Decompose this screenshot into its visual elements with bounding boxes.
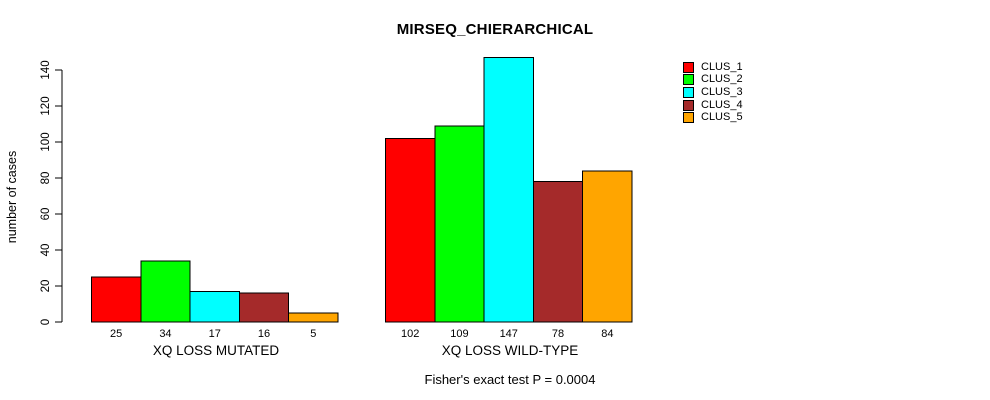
legend: CLUS_1 CLUS_2 CLUS_3 CLUS_4 CLUS_5	[683, 61, 743, 124]
y-axis-tick-label: 60	[40, 208, 52, 221]
legend-item-clus_5: CLUS_5	[683, 111, 743, 124]
x-group-label-wildtype: XQ LOSS WILD-TYPE	[441, 343, 579, 358]
bar-value-label: 78	[552, 328, 564, 340]
legend-item-clus_1: CLUS_1	[683, 61, 743, 74]
legend-item-clus_3: CLUS_3	[683, 86, 743, 99]
bar-clus_1-group2	[385, 137, 436, 323]
legend-label: CLUS_2	[701, 73, 743, 86]
legend-label: CLUS_3	[701, 85, 743, 98]
bar-clus_4-group2	[532, 181, 584, 323]
bar-value-label: 34	[159, 328, 171, 340]
bar-value-label: 102	[401, 328, 419, 340]
y-axis-tick-label: 20	[40, 280, 52, 293]
y-axis-tick-label: 0	[40, 319, 52, 325]
bar-clus_4-group1	[238, 292, 290, 323]
bar-clus_2-group1	[140, 260, 191, 323]
bar-clus_5-group1	[288, 312, 339, 323]
legend-swatch	[683, 86, 694, 98]
bar-value-label: 5	[310, 328, 316, 340]
bar-value-label: 147	[500, 328, 518, 340]
legend-swatch	[683, 74, 694, 86]
y-axis-tick-label: 140	[40, 60, 52, 79]
x-group-label-mutated: XQ LOSS MUTATED	[152, 343, 280, 358]
legend-item-clus_2: CLUS_2	[683, 74, 743, 87]
bar-value-label: 25	[110, 328, 122, 340]
chart-title: MIRSEQ_CHIERARCHICAL	[396, 21, 594, 38]
bar-clus_3-group2	[483, 56, 534, 323]
legend-label: CLUS_1	[701, 60, 743, 73]
legend-label: CLUS_4	[701, 98, 743, 111]
legend-swatch	[683, 112, 694, 124]
y-axis-tick-label: 80	[40, 172, 52, 185]
legend-swatch	[683, 99, 694, 111]
bar-clus_1-group1	[91, 276, 142, 323]
bar-value-label: 17	[209, 328, 221, 340]
y-axis-tick-label: 100	[40, 132, 52, 151]
bar-value-label: 84	[601, 328, 613, 340]
bar-value-label: 16	[258, 328, 270, 340]
legend-item-clus_4: CLUS_4	[683, 99, 743, 112]
legend-swatch	[683, 61, 694, 73]
footer-annotation: Fisher's exact test P = 0.0004	[424, 372, 596, 387]
y-axis-tick-label: 120	[40, 96, 52, 115]
bar-clus_5-group2	[582, 170, 633, 323]
bar-clus_2-group2	[434, 125, 485, 323]
bar-clus_3-group1	[189, 290, 240, 323]
y-axis-tick-label: 40	[40, 244, 52, 257]
legend-label: CLUS_5	[701, 111, 743, 124]
bar-value-label: 109	[450, 328, 468, 340]
